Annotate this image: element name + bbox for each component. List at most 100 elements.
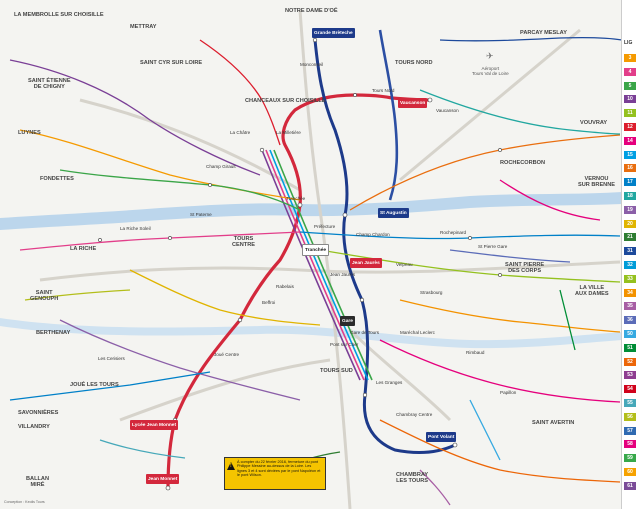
legend-line-53[interactable]: 53 — [624, 371, 636, 380]
airport-label: Aéroport Tours Val de Loire — [472, 66, 509, 76]
legend-line-21[interactable]: 21 — [624, 233, 636, 242]
hub-pont-volant[interactable]: Pont Volant — [426, 432, 457, 442]
river-loire — [0, 192, 622, 230]
legend-line-51[interactable]: 51 — [624, 343, 636, 352]
legend-line-3[interactable]: 3 — [624, 54, 636, 62]
legend-line-20[interactable]: 20 — [624, 219, 636, 228]
hub-vaucanson[interactable]: Vaucanson — [398, 98, 428, 108]
legend-line-16[interactable]: 16 — [624, 164, 636, 173]
airplane-icon: ✈ — [486, 52, 494, 62]
line-legend: LIG 3 4 5 10 11 12 14 15 16 17 18 19 20 21 31 32 33 34 35 3… — [621, 0, 639, 509]
legend-line-33[interactable]: 33 — [624, 274, 636, 283]
town-berthenay: BERTHENAY — [36, 330, 71, 336]
town-saint-pierre: SAINT PIERRE DES CORPS — [505, 262, 545, 274]
hub-grande-breteche[interactable]: Grande Brèteche — [312, 28, 355, 38]
bhns-line-2b — [378, 29, 399, 201]
stop-label: Chambray Centre — [396, 412, 433, 417]
stop-label: Les Granges — [376, 380, 403, 385]
legend-line-18[interactable]: 18 — [624, 192, 636, 200]
river-cher — [0, 318, 622, 349]
town-ballan: BALLAN MIRÉ — [26, 476, 49, 488]
stop-label: Maréchal Leclerc — [400, 330, 435, 335]
roadworks-notice: ! À compter du 22 février 2016, fermetur… — [224, 457, 326, 490]
town-joue: JOUÉ LES TOURS — [70, 382, 119, 388]
legend-line-35[interactable]: 35 — [624, 302, 636, 311]
stop-label: Rimbaud — [466, 350, 485, 355]
stop-label: Champ Chardon — [356, 232, 390, 237]
town-tours-sud: TOURS SUD — [320, 368, 353, 374]
stop-label: Beffroi — [262, 300, 276, 305]
town-la-membrolle: LA MEMBROLLE SUR CHOISILLE — [14, 12, 104, 18]
legend-line-57[interactable]: 57 — [624, 426, 636, 435]
stop-label: Jean Jaurès — [330, 272, 356, 277]
legend-line-56[interactable]: 56 — [624, 412, 636, 421]
town-chanceaux: CHANCEAUX SUR CHOISILLE — [245, 98, 326, 104]
stop-label: Préfecture — [314, 224, 336, 229]
hub-jean-jaures[interactable]: Jean Jaurès — [350, 258, 382, 268]
stop-label: La Châtre — [230, 130, 251, 135]
town-la-riche: LA RICHE — [70, 246, 97, 252]
hub-gare[interactable]: Gare — [340, 316, 355, 326]
legend-line-14[interactable]: 14 — [624, 136, 636, 145]
legend-line-31[interactable]: 31 — [624, 247, 636, 256]
town-tours-nord: TOURS NORD — [395, 60, 433, 66]
legend-line-11[interactable]: 11 — [624, 109, 636, 118]
tram-line-a — [166, 93, 431, 489]
station-dots — [98, 37, 502, 491]
hub-saint-augustin[interactable]: St Augustin — [378, 208, 409, 218]
town-rochecorbon: ROCHECORBON — [500, 160, 546, 166]
stop-label: Rochepinard — [440, 230, 467, 235]
legend-line-61[interactable]: 61 — [624, 481, 636, 490]
town-saint-etienne: SAINT ÉTIENNE DE CHIGNY — [28, 78, 71, 90]
stop-label: Gare de Tours — [350, 330, 380, 335]
town-fondettes: FONDETTES — [40, 176, 74, 182]
notice-text: À compter du 22 février 2016, fermeture … — [237, 460, 321, 478]
town-ville-aux-dames: LA VILLE AUX DAMES — [575, 285, 609, 297]
town-vernou: VERNOU SUR BRENNE — [578, 176, 615, 188]
legend-line-34[interactable]: 34 — [624, 288, 636, 297]
warning-icon: ! — [227, 462, 235, 470]
stop-label: Tranchée — [286, 196, 306, 201]
stop-label: Rabelais — [276, 284, 294, 289]
legend-line-36[interactable]: 36 — [624, 316, 636, 325]
legend-line-59[interactable]: 59 — [624, 454, 636, 463]
town-notre-dame-doe: NOTRE DAME D'OÉ — [285, 8, 338, 14]
town-mettray: METTRAY — [130, 24, 157, 30]
town-saint-avertin: SAINT AVERTIN — [532, 420, 575, 426]
legend-line-55[interactable]: 55 — [624, 399, 636, 407]
legend-line-58[interactable]: 58 — [624, 440, 636, 449]
stop-label: St Pierre Gare — [478, 244, 508, 249]
town-savonnieres: SAVONNIÈRES — [18, 410, 59, 416]
stop-label: Monconseil — [300, 62, 324, 67]
legend-line-4[interactable]: 4 — [624, 67, 636, 76]
town-luynes: LUYNES — [18, 130, 41, 136]
stop-label: Tours Nord — [372, 88, 395, 93]
legend-line-50[interactable]: 50 — [624, 330, 636, 338]
hub-jean-monnet[interactable]: Jean Monnet — [146, 474, 180, 484]
stop-label: Les Cerisiers — [98, 356, 125, 361]
town-tours-centre: TOURS CENTRE — [232, 236, 255, 248]
legend-line-15[interactable]: 15 — [624, 150, 636, 159]
legend-line-10[interactable]: 10 — [624, 95, 636, 104]
hub-lycee-jean-monnet[interactable]: Lycée Jean Monnet — [130, 420, 179, 430]
road-network — [39, 9, 621, 509]
stop-label: St Paterne — [190, 212, 212, 217]
legend-line-54[interactable]: 54 — [624, 385, 636, 394]
town-saint-genouph: SAINT GENOUPH — [30, 290, 59, 302]
legend-line-32[interactable]: 32 — [624, 261, 636, 269]
map-credit: Conception : Keolis Tours — [4, 500, 45, 504]
stop-label: Vaucanson — [436, 108, 459, 113]
legend-line-5[interactable]: 5 — [624, 81, 636, 90]
bhns-line-2 — [313, 39, 456, 454]
stop-label: Papillon — [500, 390, 517, 395]
hub-tranchee[interactable]: Tranchée — [302, 244, 330, 256]
legend-line-60[interactable]: 60 — [624, 468, 636, 476]
legend-line-19[interactable]: 19 — [624, 205, 636, 214]
legend-line-52[interactable]: 52 — [624, 357, 636, 366]
stop-label: Pont sur Cher — [330, 342, 359, 347]
stop-label: Champ Girault — [206, 164, 236, 169]
legend-line-12[interactable]: 12 — [624, 123, 636, 131]
town-saint-cyr: SAINT CYR SUR LOIRE — [140, 60, 203, 66]
legend-line-17[interactable]: 17 — [624, 178, 636, 187]
